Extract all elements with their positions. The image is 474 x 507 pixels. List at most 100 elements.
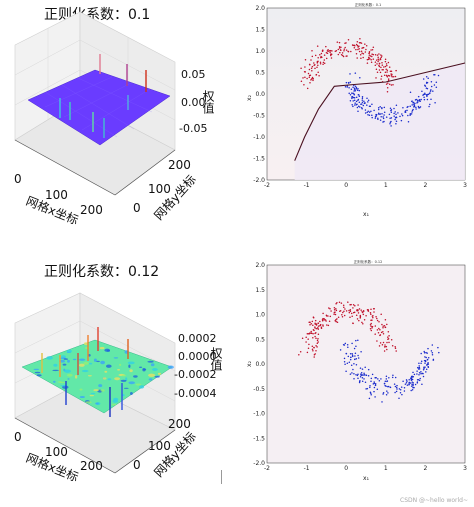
data-point (403, 390, 406, 392)
data-point (381, 68, 383, 71)
data-point (358, 308, 361, 310)
data-point (333, 308, 336, 311)
data-point (361, 52, 363, 54)
data-point (353, 378, 355, 380)
divider-line (221, 470, 222, 484)
data-point (308, 321, 310, 324)
data-point (402, 106, 404, 109)
data-point (416, 101, 419, 103)
data-point (322, 325, 324, 327)
data-point (352, 44, 354, 47)
surface-noise-patch (33, 368, 40, 371)
surface-noise-patch (67, 378, 70, 380)
data-point (374, 115, 377, 118)
data-point (321, 56, 323, 58)
data-point (340, 46, 342, 49)
data-point (385, 83, 388, 85)
data-point (421, 372, 424, 375)
surface-noise-patch (66, 349, 72, 353)
data-point (337, 48, 340, 51)
data-point (377, 58, 379, 60)
data-point (355, 96, 358, 99)
data-point (353, 363, 355, 365)
data-point (425, 87, 428, 89)
data-point (380, 56, 382, 59)
data-point (424, 92, 426, 94)
z-tick-label: -0.05 (179, 122, 208, 135)
data-point (315, 345, 317, 347)
data-point (379, 334, 382, 336)
data-point (348, 309, 350, 312)
x-tick-label: -2 (264, 465, 270, 472)
data-point (388, 66, 391, 68)
data-point (300, 67, 302, 70)
z-tick-label: -0.0004 (174, 387, 217, 400)
surface-axes-box (14, 292, 176, 474)
data-point (356, 44, 359, 47)
data-point (313, 329, 315, 332)
data-point (348, 87, 350, 89)
data-point (390, 111, 393, 114)
data-point (311, 348, 314, 351)
data-point (430, 98, 432, 101)
data-point (343, 50, 345, 52)
surface-noise-patch (89, 394, 95, 397)
data-point (356, 40, 359, 43)
data-point (374, 61, 377, 63)
surface-noise-patch (93, 358, 97, 362)
data-point (364, 112, 367, 114)
data-point (384, 65, 387, 68)
data-point (427, 361, 429, 364)
data-point (376, 54, 379, 56)
data-point (435, 81, 438, 84)
surface-noise-patch (79, 388, 83, 391)
data-point (357, 88, 359, 90)
data-point (303, 83, 305, 86)
data-point (386, 91, 389, 93)
data-point (381, 323, 383, 326)
data-point (384, 380, 387, 382)
data-point (385, 74, 388, 77)
data-point (371, 315, 374, 317)
data-point (358, 48, 360, 50)
x-tick-label: 0 (344, 182, 348, 189)
data-point (337, 316, 340, 319)
data-point (360, 350, 362, 353)
x-tick-label: 200 (80, 459, 103, 473)
y-tick-label: 1.5 (255, 287, 265, 294)
surface-noise-patch (119, 363, 122, 366)
surface-noise-patch (79, 358, 86, 361)
data-point (356, 106, 359, 109)
surface-noise-patch (111, 404, 117, 406)
data-point (377, 56, 379, 59)
data-point (391, 345, 394, 347)
data-point (410, 385, 413, 387)
data-point (339, 51, 341, 54)
data-point (355, 100, 358, 103)
data-point (316, 45, 319, 47)
data-point (360, 50, 363, 52)
surface-noise-patch (67, 359, 70, 363)
data-point (423, 367, 425, 370)
data-point (413, 104, 416, 107)
surface-noise-patch (128, 381, 135, 385)
data-point (423, 359, 426, 362)
data-point (396, 388, 398, 390)
data-point (370, 49, 372, 51)
data-point (312, 332, 314, 335)
data-point (309, 74, 312, 76)
data-point (380, 331, 383, 334)
data-point (360, 107, 363, 109)
data-point (341, 314, 343, 316)
data-point (401, 114, 404, 117)
data-point (387, 61, 390, 64)
data-point (379, 106, 381, 108)
data-point (394, 75, 397, 78)
data-point (387, 78, 390, 80)
data-point (390, 117, 393, 119)
data-point (406, 109, 408, 112)
data-point (397, 112, 399, 114)
data-point (373, 307, 375, 310)
data-point (304, 66, 306, 68)
data-point (298, 353, 300, 356)
